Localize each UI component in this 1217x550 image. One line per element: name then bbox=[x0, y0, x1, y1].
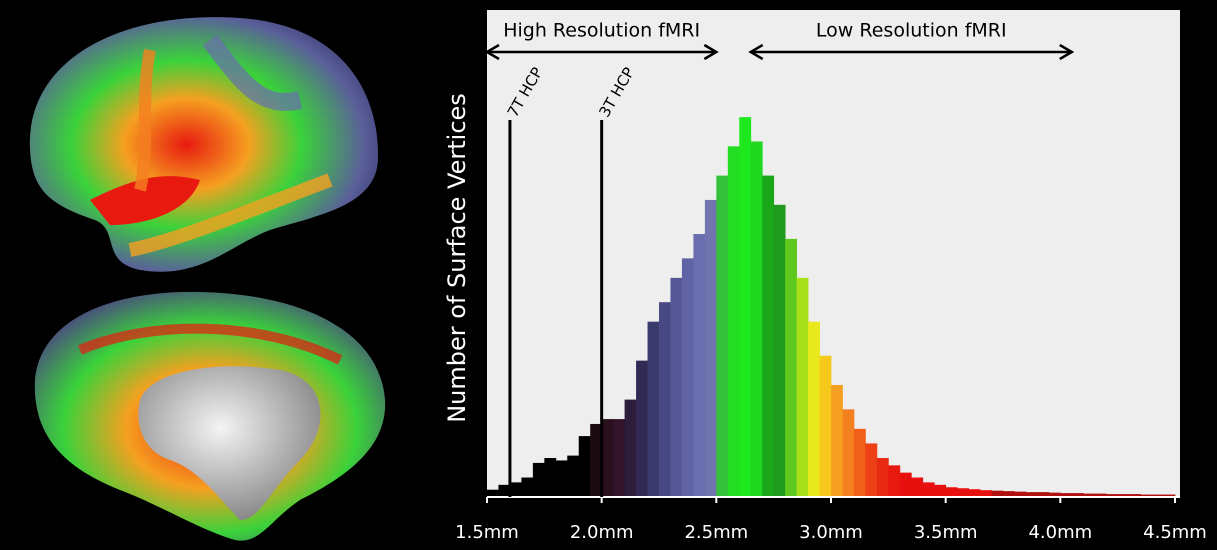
bar bbox=[946, 487, 958, 497]
bar bbox=[682, 258, 694, 497]
bar bbox=[602, 419, 614, 497]
x-tick-label: 3.0mm bbox=[799, 522, 863, 543]
bar bbox=[728, 146, 740, 497]
bar bbox=[808, 322, 820, 497]
bar bbox=[923, 482, 935, 497]
x-tick-label: 2.0mm bbox=[570, 522, 634, 543]
bar bbox=[521, 478, 533, 497]
bar bbox=[579, 436, 591, 497]
x-tick-label: 1.5mm bbox=[455, 522, 519, 543]
range-label: Low Resolution fMRI bbox=[816, 20, 1007, 42]
x-tick-label: 2.5mm bbox=[684, 522, 748, 543]
bar bbox=[556, 460, 568, 497]
bar bbox=[934, 485, 946, 497]
bar bbox=[877, 458, 889, 497]
bar bbox=[716, 176, 728, 497]
brain-medial bbox=[35, 292, 385, 541]
bar bbox=[980, 490, 992, 497]
bar bbox=[670, 278, 682, 497]
bar bbox=[544, 458, 556, 497]
bar bbox=[762, 176, 774, 497]
figure: 1.5mm 2.0mm 2.5mm 3.0mm 3.5mm 4.0mm 4.5mm High … bbox=[0, 0, 1217, 550]
bar bbox=[739, 117, 751, 497]
bar bbox=[693, 234, 705, 497]
bar bbox=[487, 490, 499, 497]
bar bbox=[510, 482, 522, 497]
bar bbox=[613, 419, 625, 497]
bar bbox=[797, 278, 809, 497]
bar bbox=[854, 429, 866, 497]
bar bbox=[774, 205, 786, 497]
bar bbox=[888, 465, 900, 497]
bar bbox=[705, 200, 717, 497]
bar bbox=[911, 478, 923, 497]
bar bbox=[969, 489, 981, 497]
bar bbox=[842, 409, 854, 497]
bar bbox=[820, 356, 832, 497]
range-label: High Resolution fMRI bbox=[503, 20, 700, 42]
bar bbox=[831, 385, 843, 497]
bar bbox=[865, 443, 877, 497]
bar bbox=[567, 456, 579, 497]
bar bbox=[957, 488, 969, 497]
bar bbox=[648, 322, 660, 497]
bar bbox=[900, 473, 912, 497]
x-tick-label: 3.5mm bbox=[914, 522, 978, 543]
x-tick-label: 4.5mm bbox=[1143, 522, 1207, 543]
bar bbox=[659, 302, 671, 497]
bar bbox=[751, 141, 763, 497]
x-tick-label: 4.0mm bbox=[1028, 522, 1092, 543]
bar bbox=[625, 400, 637, 497]
brain-lateral bbox=[30, 17, 378, 272]
bar bbox=[636, 361, 648, 497]
bar bbox=[533, 463, 545, 497]
bar bbox=[785, 239, 797, 497]
page: {"chart_data": { "type": "histogram", "y… bbox=[0, 0, 1217, 550]
y-axis-label: Number of Surface Vertices bbox=[443, 93, 471, 423]
